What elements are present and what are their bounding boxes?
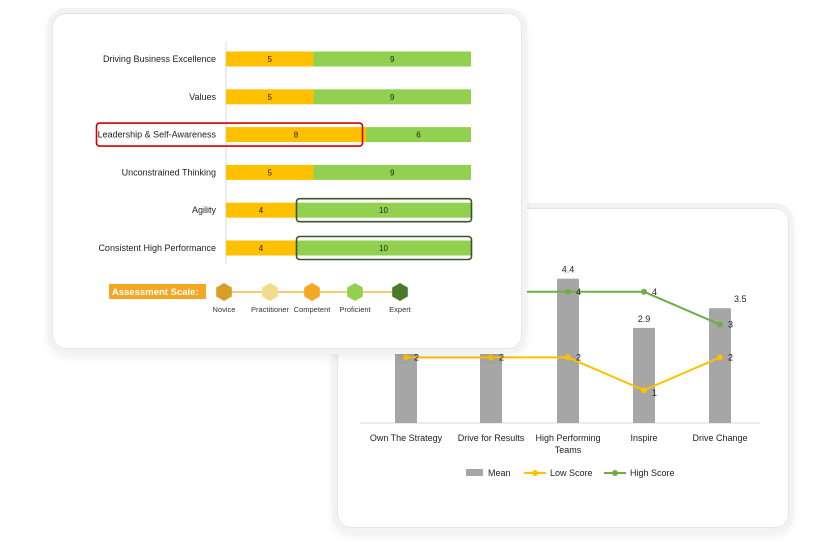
data-label-leadership-self-awareness-seg2: 6: [416, 131, 421, 140]
high-score-point-inspire: [641, 288, 647, 295]
category-label-line: Drive for Results: [458, 433, 525, 443]
scale-level-practitioner-label: Practitioner: [251, 305, 289, 314]
bar-values-seg2: [313, 89, 471, 105]
category-label-drive-change: Drive Change: [692, 433, 747, 443]
mean-bar-drive-change: [709, 308, 731, 423]
legend-mean-label: Mean: [488, 468, 511, 478]
bar-consistent-high-performance-seg1: [226, 240, 296, 256]
data-label-driving-business-excellence-seg1: 5: [268, 55, 273, 64]
low-score-label-drive-change: 2: [728, 352, 733, 362]
data-label-unconstrained-thinking-seg1: 5: [268, 168, 273, 177]
data-label-consistent-high-performance-seg1: 4: [259, 244, 264, 253]
highlight-box-agility: [295, 197, 473, 223]
mean-bar-drive-for-results: [480, 339, 502, 423]
assessment-scale-title-bg: [109, 284, 206, 299]
data-label-driving-business-excellence-seg2: 9: [390, 55, 395, 64]
legend-high-score-label: High Score: [630, 468, 675, 478]
low-score-label-inspire: 1: [652, 388, 657, 398]
data-label-leadership-self-awareness-seg1: 8: [294, 131, 299, 140]
scale-level-novice-hexagon: [216, 283, 232, 301]
data-label-agility-seg2: 10: [379, 206, 388, 215]
low-score-label-own-the-strategy: 2: [414, 352, 419, 362]
high-score-label-high-performing-teams: 4: [576, 287, 581, 297]
mean-label-inspire: 2.9: [638, 314, 651, 324]
scale-level-expert-hexagon: [392, 283, 408, 301]
legend-mean-swatch: [466, 469, 483, 476]
bar-agility-seg2: [296, 202, 471, 218]
high-score-label-inspire: 4: [652, 287, 657, 297]
category-label-drive-for-results: Drive for Results: [458, 433, 525, 443]
scale-level-competent-hexagon: [304, 283, 320, 301]
bar-leadership-self-awareness-seg2: [366, 127, 471, 143]
scale-level-expert-label: Expert: [389, 305, 412, 314]
category-label-values: Values: [189, 92, 216, 102]
category-label-leadership-self-awareness: Leadership & Self-Awareness: [98, 130, 217, 140]
high-score-line: [488, 290, 721, 326]
low-score-point-inspire: [641, 387, 647, 394]
high-score-point-drive-change: [717, 321, 723, 328]
mean-bar-high-performing-teams: [557, 278, 579, 423]
category-label-inspire: Inspire: [630, 433, 657, 443]
bar-agility-seg1: [226, 202, 296, 218]
category-label-line: Teams: [555, 445, 582, 455]
assessment-scale-title: Assessment Scale:: [112, 287, 199, 298]
data-label-values-seg2: 9: [390, 93, 395, 102]
category-label-driving-business-excellence: Driving Business Excellence: [103, 54, 216, 64]
legend-high-score-marker: [612, 470, 618, 476]
bar-leadership-self-awareness-seg1: [226, 127, 366, 143]
low-score-point-drive-for-results: [488, 354, 494, 361]
low-score-label-drive-for-results: 2: [499, 352, 504, 362]
mean-label-drive-change: 3.5: [734, 294, 747, 304]
bar-consistent-high-performance-seg2: [296, 240, 471, 256]
category-label-own-the-strategy: Own The Strategy: [370, 433, 443, 443]
category-label-consistent-high-performance: Consistent High Performance: [98, 243, 216, 253]
data-label-agility-seg1: 4: [259, 206, 264, 215]
mean-bar-own-the-strategy: [395, 339, 417, 423]
category-label-unconstrained-thinking: Unconstrained Thinking: [122, 167, 216, 177]
scale-level-competent-label: Competent: [294, 305, 332, 314]
competency-breakdown-card: Driving Business Excellence 5 9 Values 5 9 Lea…: [52, 13, 522, 349]
low-score-point-high-performing-teams: [565, 354, 571, 361]
high-score-label-drive-change: 3: [728, 320, 733, 330]
category-label-line: Inspire: [630, 433, 657, 443]
score-summary-card: 4.4 2.9 3.5 2 2 2 1 2 4 4 3 Own The Strategy Drive f…: [337, 208, 789, 528]
score-summary-chart: 4.4 2.9 3.5 2 2 2 1 2 4 4 3 Own The Strategy Drive f…: [360, 265, 760, 478]
bar-driving-business-excellence-seg2: [313, 51, 471, 67]
highlight-box-leadership-self-awareness: [95, 122, 364, 147]
scale-level-proficient-hexagon: [347, 283, 363, 301]
scale-level-proficient-label: Proficient: [339, 305, 371, 314]
legend-low-score-label: Low Score: [550, 468, 593, 478]
bar-unconstrained-thinking-seg1: [226, 164, 314, 180]
data-label-consistent-high-performance-seg2: 10: [379, 244, 388, 253]
low-score-label-high-performing-teams: 2: [576, 352, 581, 362]
low-score-point-drive-change: [717, 354, 723, 361]
high-score-point-high-performing-teams: [565, 288, 571, 295]
legend-low-score-marker: [532, 470, 538, 476]
scale-level-practitioner-hexagon: [262, 283, 278, 301]
data-label-unconstrained-thinking-seg2: 9: [390, 168, 395, 177]
category-label-high-performing-teams: High Performing Teams: [535, 433, 600, 455]
mean-bar-inspire: [633, 327, 655, 423]
category-label-line: High Performing: [535, 433, 600, 443]
mean-label-high-performing-teams: 4.4: [562, 265, 575, 275]
bar-values-seg1: [226, 89, 314, 105]
category-label-agility: Agility: [192, 205, 217, 215]
data-label-values-seg1: 5: [268, 93, 273, 102]
low-score-point-own-the-strategy: [403, 354, 409, 361]
bar-unconstrained-thinking-seg2: [313, 164, 471, 180]
category-label-line: Own The Strategy: [370, 433, 443, 443]
bar-driving-business-excellence-seg1: [226, 51, 314, 67]
category-label-line: Drive Change: [692, 433, 747, 443]
competency-breakdown-chart: Driving Business Excellence 5 9 Values 5 9 Lea…: [95, 42, 473, 314]
scale-level-novice-label: Novice: [213, 305, 236, 314]
highlight-box-consistent-high-performance: [295, 235, 473, 261]
